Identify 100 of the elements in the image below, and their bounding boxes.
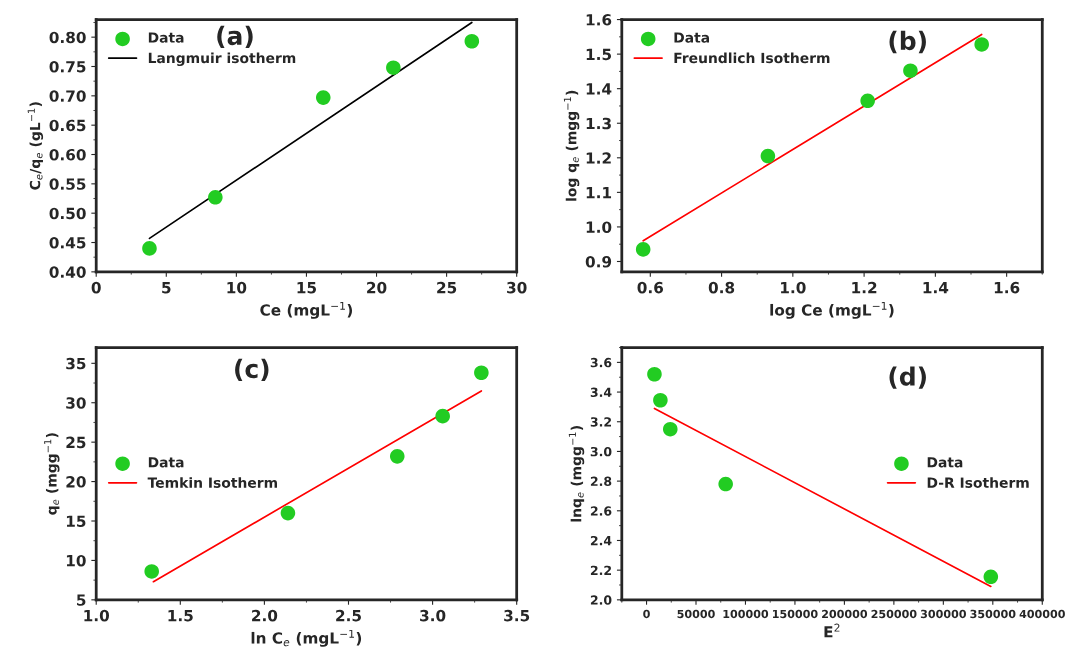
y-tick-label: 0.50 (49, 207, 86, 220)
x-tick-label: 1.0 (781, 281, 806, 294)
y-tick-label: 2.2 (590, 565, 611, 575)
y-axis-title: log q$_{e}$ (mgg$^{−1}$) (563, 90, 580, 201)
x-tick-label: 20 (367, 281, 387, 294)
y-tick-label: 0.75 (49, 60, 86, 73)
point (974, 37, 989, 52)
y-axis-title: C$_{e}$/q$_{e}$ (gL$^{−1}$) (27, 102, 44, 190)
x-tick-label: 400000 (1019, 609, 1065, 619)
point (635, 242, 651, 257)
y-tick-label: 0.40 (49, 266, 86, 278)
x-tick-label: 1.5 (168, 610, 193, 622)
x-tick-label: 2.0 (252, 609, 278, 622)
y-tick-label: 0.60 (49, 148, 86, 161)
point (718, 476, 733, 492)
x-tick-label: 3.0 (420, 609, 446, 622)
y-tick-label: 2.8 (590, 476, 612, 487)
legend-label: D-R Isotherm (927, 477, 1029, 488)
x-tick-label: 200000 (822, 609, 868, 619)
y-tick-label: 2.6 (590, 506, 612, 516)
x-tick-label: 15 (297, 282, 317, 294)
point (208, 190, 223, 205)
x-tick-label: 1.4 (923, 282, 949, 294)
point (144, 564, 159, 579)
y-tick-label: 35 (66, 357, 86, 370)
x-tick-label: 3.5 (504, 609, 530, 622)
legend-label: Data (674, 32, 710, 43)
point (903, 63, 918, 78)
x-tick-label: 150000 (773, 609, 818, 619)
point (647, 366, 662, 382)
y-tick-label: 1.1 (586, 187, 612, 199)
y-tick-label: 1.5 (586, 48, 612, 61)
point (386, 60, 401, 75)
y-tick-label: 1.4 (586, 83, 612, 95)
annotation: (a) (217, 25, 253, 49)
y-axis-title: lnq$_{e}$ (mgg$^{−1}$) (568, 426, 585, 522)
x-axis-title: E$^{2}$ (824, 623, 840, 638)
x-tick-label: 1.0 (84, 609, 110, 622)
legend-label: Langmuir isotherm (148, 52, 296, 66)
y-tick-label: 1.0 (586, 221, 612, 233)
x-tick-label: 300000 (920, 609, 966, 619)
y-tick-label: 3.4 (590, 387, 612, 397)
y-tick-label: 0.9 (585, 255, 612, 268)
point (653, 392, 668, 408)
x-tick-label: 250000 (871, 609, 917, 619)
y-tick-label: 0.45 (49, 236, 86, 249)
y-tick-label: 2.0 (590, 595, 612, 605)
annotation: (c) (235, 358, 269, 382)
legend-label: Freundlich Isotherm (674, 52, 830, 64)
point (760, 148, 776, 164)
point (315, 90, 331, 105)
legend-label: Data (927, 457, 963, 468)
y-tick-label: 3.0 (590, 446, 612, 457)
y-tick-label: 0.70 (49, 90, 86, 102)
point (983, 569, 999, 585)
x-tick-label: 2.5 (336, 609, 361, 622)
point (389, 449, 405, 464)
x-tick-label: 0.8 (708, 281, 735, 294)
y-tick-label: 0.80 (49, 31, 86, 44)
point (663, 421, 678, 437)
point (435, 408, 450, 424)
y-tick-label: 0.65 (49, 119, 86, 132)
y-tick-label: 5 (77, 594, 86, 606)
x-tick-label: 5 (162, 282, 171, 294)
x-tick-label: 50000 (677, 609, 715, 619)
x-tick-label: 10 (227, 281, 247, 294)
y-tick-label: 1.2 (586, 152, 611, 164)
y-tick-label: 15 (66, 515, 86, 528)
y-tick-label: 10 (66, 554, 86, 567)
x-tick-label: 0 (91, 281, 101, 294)
x-axis-title: log Ce (mgL$^{−1}$) (770, 301, 894, 319)
x-tick-label: 100000 (723, 609, 769, 619)
y-tick-label: 0.55 (49, 178, 86, 190)
x-tick-label: 0 (643, 609, 650, 619)
point (464, 33, 480, 49)
x-axis-title: ln C$_{e}$ (mgL$^{−1}$) (251, 629, 362, 647)
x-tick-label: 1.6 (994, 281, 1020, 294)
y-axis-title: q$_{e}$ (mgg$^{−1}$) (44, 433, 60, 515)
y-tick-label: 30 (66, 397, 86, 409)
point (280, 505, 296, 521)
y-tick-label: 3.6 (590, 357, 612, 368)
legend-label: Temkin Isotherm (147, 477, 277, 488)
y-tick-label: 20 (66, 476, 86, 488)
x-tick-label: 25 (437, 281, 457, 294)
point (142, 241, 157, 256)
annotation: (b) (889, 30, 926, 54)
y-tick-label: 1.3 (586, 117, 611, 130)
y-tick-label: 1.6 (586, 14, 612, 26)
x-tick-label: 0.6 (637, 281, 664, 294)
legend-label: Data (148, 457, 184, 468)
point (860, 93, 875, 109)
legend-label: Data (148, 32, 184, 43)
x-tick-label: 1.2 (852, 281, 877, 294)
point (474, 365, 489, 381)
x-tick-label: 30 (507, 281, 527, 294)
annotation: (d) (889, 366, 926, 389)
y-tick-label: 3.2 (590, 417, 611, 427)
y-tick-label: 2.4 (590, 535, 612, 546)
y-tick-label: 25 (66, 436, 86, 449)
x-axis-title: Ce (mgL$^{−1}$) (260, 301, 353, 319)
